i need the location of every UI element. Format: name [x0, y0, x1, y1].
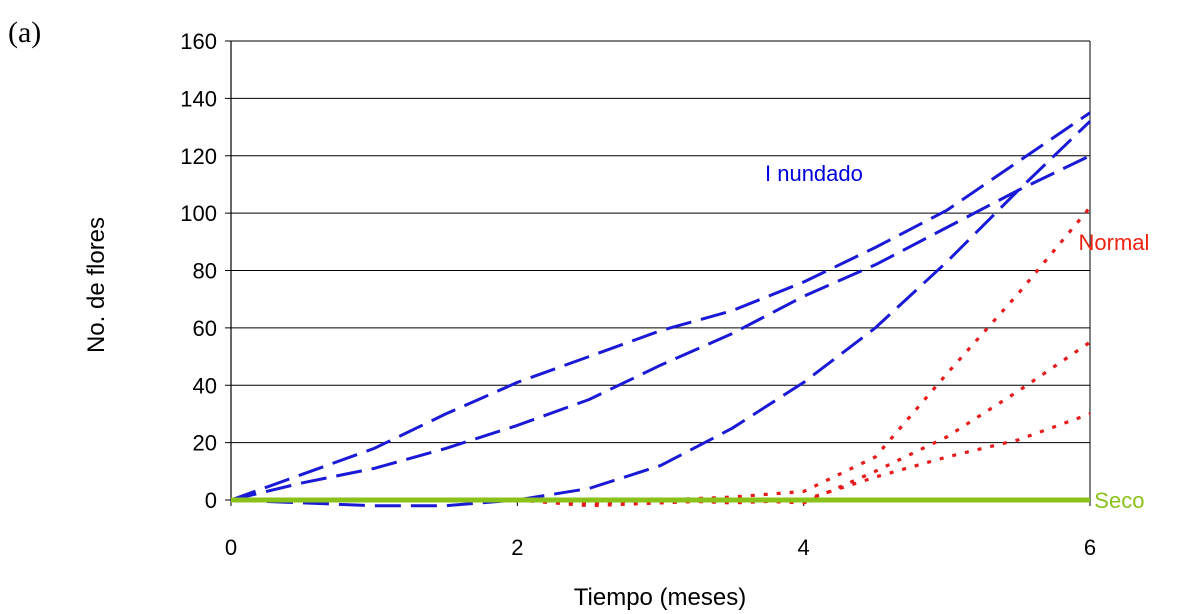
series-label-inundado: I nundado: [765, 161, 863, 186]
y-tick-label: 100: [180, 201, 217, 226]
y-tick-label: 160: [180, 29, 217, 54]
labels: (a) Tiempo (meses) No. de flores 0204060…: [8, 16, 1149, 611]
x-tick-label: 4: [798, 535, 810, 560]
y-tick-label: 120: [180, 144, 217, 169]
series-line-inundado-1: [230, 111, 1091, 502]
y-axis-title: No. de flores: [83, 217, 110, 353]
grid: [231, 40, 1091, 501]
series-lines: [230, 111, 1092, 508]
x-axis-title: Tiempo (meses): [574, 584, 746, 611]
y-tick-label: 140: [180, 86, 217, 111]
y-tick-label: 0: [205, 488, 217, 513]
y-tick-label: 40: [193, 373, 217, 398]
y-tick-label: 20: [193, 431, 217, 456]
x-tick-label: 0: [225, 535, 237, 560]
x-tick-label: 6: [1084, 535, 1096, 560]
x-tick-label: 2: [511, 535, 523, 560]
series-label-seco: Seco: [1094, 488, 1144, 513]
series-line-normal-6: [231, 412, 1091, 505]
axes: [225, 40, 1091, 506]
series-line-normal-4: [231, 206, 1092, 505]
series-line-inundado-3: [230, 120, 1092, 508]
series-label-normal: Normal: [1079, 230, 1150, 255]
panel-label: (a): [8, 16, 41, 49]
series-line-inundado-2: [230, 154, 1091, 502]
y-tick-label: 80: [193, 259, 217, 284]
y-tick-label: 60: [193, 316, 217, 341]
